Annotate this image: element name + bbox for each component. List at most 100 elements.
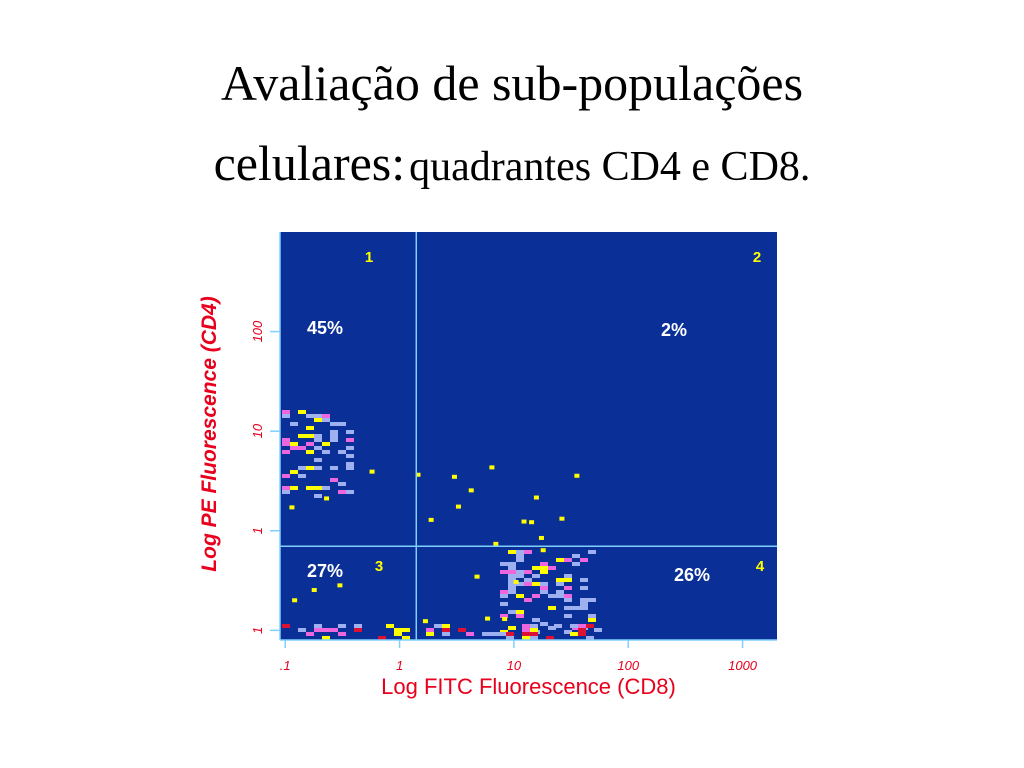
density-cell — [346, 430, 354, 434]
density-cell — [572, 562, 580, 566]
density-cell — [548, 606, 556, 610]
density-cell — [306, 414, 314, 418]
density-cell — [402, 636, 410, 640]
quadrant-number: 4 — [756, 558, 765, 575]
density-cell — [500, 594, 508, 598]
density-cell — [290, 422, 298, 426]
density-cell — [586, 624, 594, 628]
density-cell — [548, 626, 556, 630]
density-dot — [485, 616, 491, 621]
density-cell — [330, 434, 338, 438]
density-cell — [346, 462, 354, 466]
quadrant-percent: 27% — [307, 561, 343, 581]
density-dot — [289, 505, 295, 510]
density-cell — [580, 586, 588, 590]
density-cell — [508, 562, 516, 566]
density-cell — [330, 438, 338, 442]
density-cell — [346, 466, 354, 470]
density-cell — [500, 570, 508, 574]
density-cell — [490, 632, 498, 636]
x-tick-label: 10 — [507, 658, 522, 673]
density-cell — [532, 574, 540, 578]
x-axis-label: Log FITC Fluorescence (CD8) — [381, 674, 676, 699]
density-cell — [530, 628, 538, 632]
quadrant-number: 1 — [365, 249, 373, 266]
density-cell — [522, 632, 530, 636]
density-cell — [522, 624, 530, 628]
density-dot — [533, 495, 539, 500]
x-tick-label: 100 — [617, 658, 639, 673]
y-tick-label: 1 — [250, 527, 265, 534]
density-cell — [314, 418, 322, 422]
density-cell — [426, 632, 434, 636]
density-cell — [564, 594, 572, 598]
density-cell — [508, 570, 516, 574]
density-cell — [524, 570, 532, 574]
density-cell — [516, 570, 524, 574]
x-tick-label: 1000 — [728, 658, 758, 673]
density-cell — [500, 562, 508, 566]
density-cell — [354, 628, 362, 632]
density-cell — [378, 636, 386, 640]
density-cell — [322, 442, 330, 446]
density-cell — [580, 558, 588, 562]
density-cell — [556, 582, 564, 586]
density-cell — [588, 598, 596, 602]
density-cell — [524, 598, 532, 602]
density-cell — [346, 446, 354, 450]
density-cell — [290, 442, 298, 446]
density-cell — [508, 626, 516, 630]
density-cell — [306, 486, 314, 490]
density-cell — [578, 632, 586, 636]
density-dot — [513, 579, 519, 584]
density-cell — [532, 618, 540, 622]
density-cell — [532, 582, 540, 586]
density-cell — [282, 624, 290, 628]
density-cell — [524, 550, 532, 554]
density-cell — [298, 474, 306, 478]
density-cell — [546, 636, 554, 640]
density-dot — [292, 598, 298, 603]
density-cell — [580, 598, 588, 602]
density-cell — [330, 466, 338, 470]
density-cell — [306, 466, 314, 470]
density-cell — [500, 614, 508, 618]
density-dot — [474, 574, 480, 579]
density-cell — [540, 590, 548, 594]
density-cell — [594, 628, 602, 632]
density-dot — [538, 535, 544, 540]
density-cell — [290, 446, 298, 450]
density-cell — [314, 628, 322, 632]
density-cell — [516, 554, 524, 558]
density-cell — [516, 574, 524, 578]
density-cell — [346, 490, 354, 494]
density-cell — [442, 628, 450, 632]
x-tick-label: 1 — [396, 658, 403, 673]
density-cell — [282, 438, 290, 442]
density-cell — [516, 582, 524, 586]
density-cell — [530, 624, 538, 628]
density-cell — [516, 558, 524, 562]
density-cell — [524, 582, 532, 586]
density-cell — [516, 594, 524, 598]
density-cell — [314, 414, 322, 418]
density-cell — [508, 610, 516, 614]
density-cell — [548, 594, 556, 598]
x-tick-label: .1 — [280, 658, 291, 673]
density-cell — [548, 566, 556, 570]
density-dot — [502, 617, 508, 622]
density-cell — [434, 624, 442, 628]
density-dot — [337, 583, 343, 588]
density-cell — [500, 590, 508, 594]
density-cell — [540, 562, 548, 566]
quadrant-number: 2 — [753, 249, 761, 266]
density-cell — [282, 474, 290, 478]
density-cell — [322, 418, 330, 422]
density-cell — [580, 602, 588, 606]
density-dot — [369, 469, 375, 474]
density-cell — [580, 578, 588, 582]
density-cell — [306, 450, 314, 454]
density-cell — [306, 434, 314, 438]
density-cell — [556, 558, 564, 562]
quadrant-percent: 45% — [307, 318, 343, 338]
